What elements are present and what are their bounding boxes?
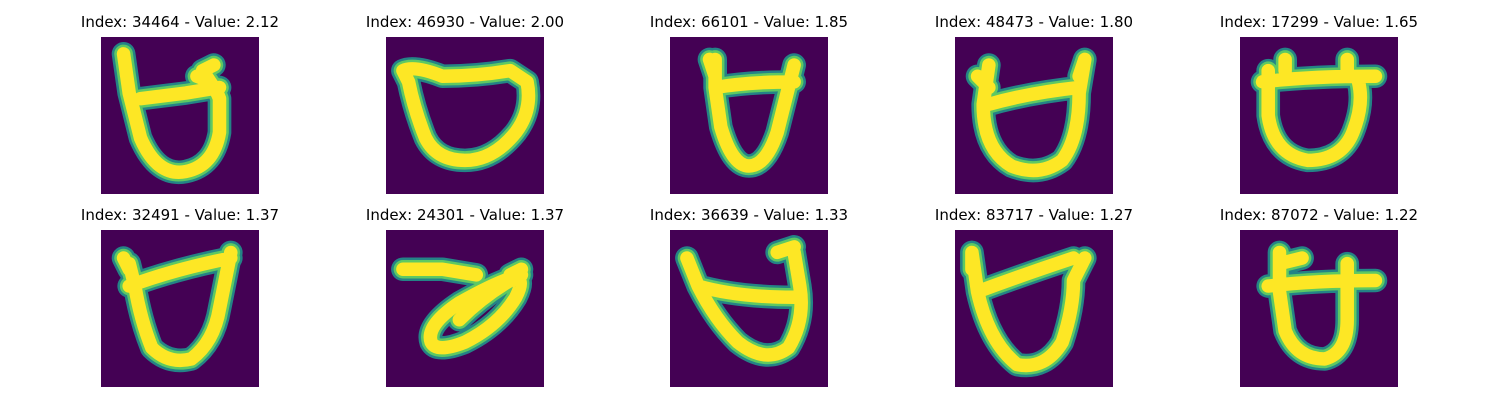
digit-image [1240,37,1398,194]
digit-stroke-layer [396,62,536,168]
digit-panel: Index: 32491 - Value: 1.37 [40,205,320,395]
digit-image [386,230,544,387]
panel-title: Index: 66101 - Value: 1.85 [649,13,849,31]
digit-panel: Index: 17299 - Value: 1.65 [1179,12,1459,202]
digit-stroke-layer [1261,245,1383,366]
digit-panel: Index: 48473 - Value: 1.80 [894,12,1174,202]
digit-image [670,37,828,194]
digit-panel: Index: 34464 - Value: 2.12 [40,12,320,202]
digit-stroke [675,235,814,367]
digit-stroke [111,240,243,373]
digit-stroke-layer [702,52,801,173]
digit-stroke-layer [116,245,238,368]
panel-title: Index: 87072 - Value: 1.22 [1219,206,1419,224]
digit-stroke-layer [116,47,227,179]
digit-panel: Index: 46930 - Value: 2.00 [325,12,605,202]
digit-stroke-layer [965,245,1092,373]
digit-stroke [697,47,806,178]
digit-stroke [1250,47,1388,173]
digit-image [955,37,1113,194]
panel-title: Index: 17299 - Value: 1.65 [1219,13,1419,31]
digit-stroke-layer [396,262,529,355]
digit-panel: Index: 87072 - Value: 1.22 [1179,205,1459,395]
digit-image [1240,230,1398,387]
panel-title: Index: 24301 - Value: 1.37 [365,206,565,224]
digit-stroke-layer [970,52,1092,178]
digit-stroke [965,47,1097,183]
digit-stroke-layer [680,240,808,362]
digit-image [670,230,828,387]
digit-image [386,37,544,194]
digit-panel: Index: 83717 - Value: 1.27 [894,205,1174,395]
digit-stroke [111,42,232,185]
digit-image [101,37,259,194]
panel-title: Index: 48473 - Value: 1.80 [934,13,1134,31]
panel-title: Index: 34464 - Value: 2.12 [80,13,280,31]
digit-stroke-layer [1255,52,1383,168]
digit-image [955,230,1113,387]
digit-stroke [960,240,1097,378]
panel-title: Index: 36639 - Value: 1.33 [649,206,849,224]
digit-panel: Index: 36639 - Value: 1.33 [609,205,889,395]
digit-stroke [391,257,534,360]
digit-stroke [1256,240,1388,371]
digit-panel: Index: 24301 - Value: 1.37 [325,205,605,395]
panel-title: Index: 83717 - Value: 1.27 [934,206,1134,224]
panel-title: Index: 46930 - Value: 2.00 [365,13,565,31]
digit-image [101,230,259,387]
panel-title: Index: 32491 - Value: 1.37 [80,206,280,224]
digit-stroke [391,57,541,173]
digit-panel: Index: 66101 - Value: 1.85 [609,12,889,202]
